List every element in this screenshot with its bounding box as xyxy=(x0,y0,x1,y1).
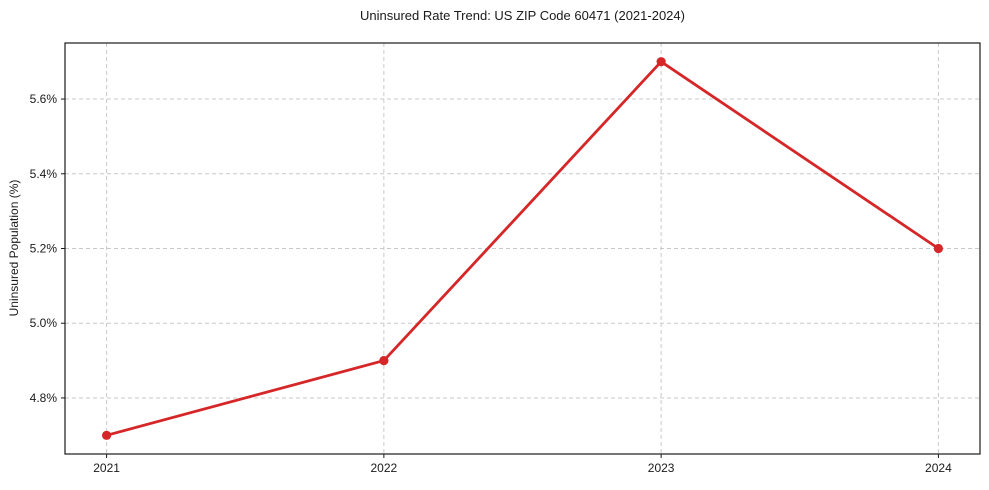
x-tick-label: 2023 xyxy=(648,461,675,475)
trend-line xyxy=(105,60,940,437)
x-tick-label: 2024 xyxy=(925,461,952,475)
y-tick-label: 5.4% xyxy=(30,167,58,181)
y-tick-label: 4.8% xyxy=(30,391,58,405)
data-point-2022 xyxy=(379,355,389,366)
data-point-2021 xyxy=(101,430,112,440)
chart-title: Uninsured Rate Trend: US ZIP Code 60471 … xyxy=(360,8,685,23)
y-tick-label: 5.6% xyxy=(30,92,58,106)
y-tick-label: 5.0% xyxy=(30,316,58,330)
data-point-2023 xyxy=(656,57,666,67)
y-tick-label: 5.2% xyxy=(30,242,58,256)
x-tick-label: 2022 xyxy=(371,461,398,475)
x-tick-label: 2021 xyxy=(93,461,120,475)
data-point-2024 xyxy=(933,243,944,254)
